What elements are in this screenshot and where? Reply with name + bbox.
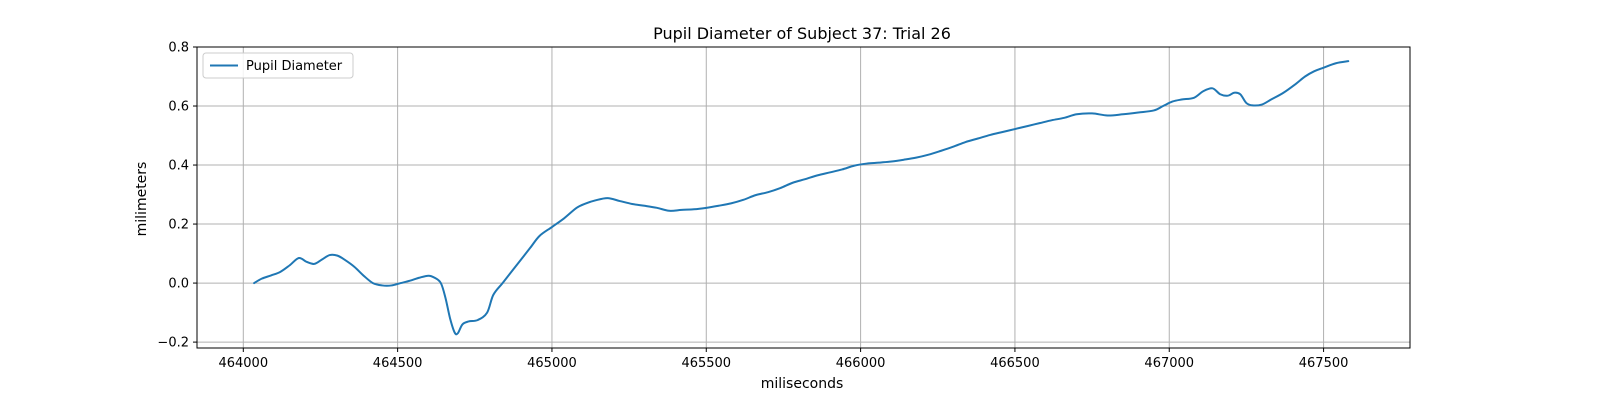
x-axis-label: miliseconds [761, 376, 844, 392]
y-tick-label: 0.4 [168, 159, 189, 174]
x-tick-label: 464500 [373, 356, 423, 371]
y-tick-label: −0.2 [157, 336, 189, 351]
x-tick-label: 464000 [218, 356, 268, 371]
x-tick-label: 466500 [990, 356, 1040, 371]
grid [197, 46, 1410, 348]
series-layer [253, 60, 1350, 336]
x-tick-label: 467000 [1144, 356, 1194, 371]
x-tick-label: 465500 [681, 356, 731, 371]
x-tick-label: 465000 [527, 356, 577, 371]
y-tick-label: 0.6 [168, 100, 189, 115]
legend: Pupil Diameter [202, 52, 354, 79]
x-tick-label: 467500 [1299, 356, 1349, 371]
plot-frame [196, 46, 1411, 349]
x-axis: 464000 464500 465000 465500 466000 466500 4670… [218, 348, 1348, 371]
y-tick-label: 0.0 [168, 277, 189, 292]
y-axis-label: milimeters [134, 162, 150, 237]
legend-label-pupil-diameter: Pupil Diameter [246, 59, 343, 74]
y-tick-label: 0.2 [168, 218, 189, 233]
x-tick-label: 466000 [836, 356, 886, 371]
legend-box [202, 52, 354, 79]
series-line-pupil-diameter [253, 60, 1350, 336]
y-tick-label: 0.8 [168, 41, 189, 56]
y-axis: −0.2 0.0 0.2 0.4 0.6 0.8 [157, 41, 197, 351]
chart-title: Pupil Diameter of Subject 37: Trial 26 [653, 24, 951, 43]
